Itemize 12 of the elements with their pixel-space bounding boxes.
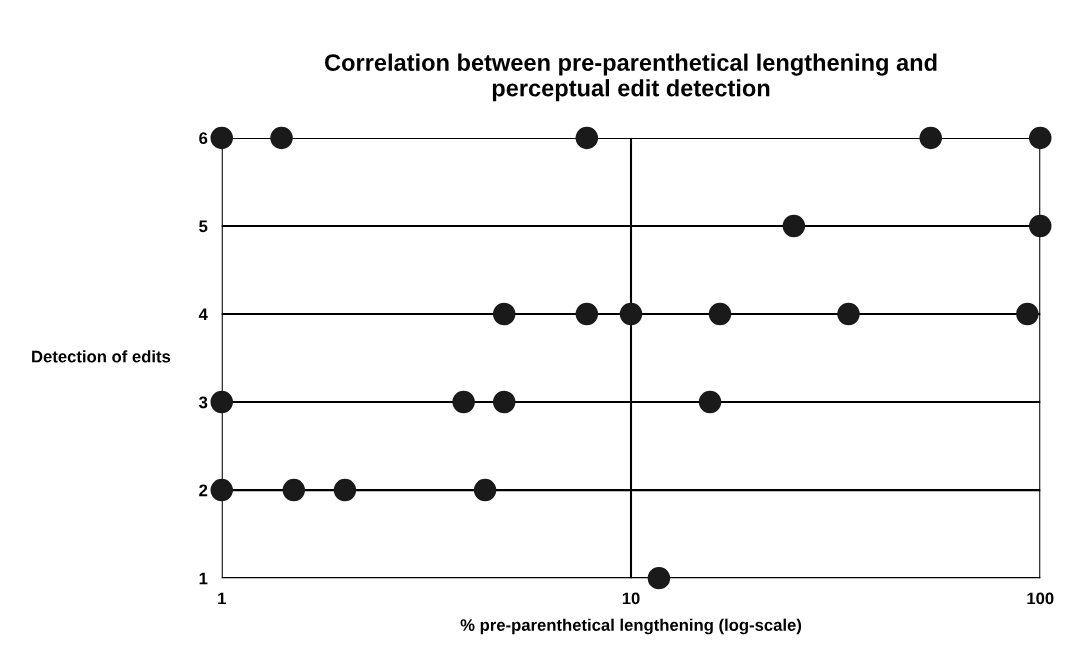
y-tick-label: 5 (199, 220, 208, 233)
y-axis-title: Detection of edits (32, 350, 171, 363)
y-tick-label: 6 (199, 132, 208, 145)
y-tick-label: 3 (198, 396, 208, 409)
y-tick-label: 1 (199, 572, 208, 585)
y-tick-label: 2 (199, 484, 208, 497)
x-tick-label: 100 (1027, 592, 1054, 605)
x-axis-title: % pre-parenthetical lengthening (log-scale) (460, 618, 802, 635)
x-tick-label: 1 (218, 592, 226, 605)
x-tick-label: 10 (622, 592, 640, 605)
chart-title: Correlation between pre-parenthetical lengthening and perceptual edit detection (325, 53, 937, 102)
y-tick-label: 4 (198, 308, 208, 321)
